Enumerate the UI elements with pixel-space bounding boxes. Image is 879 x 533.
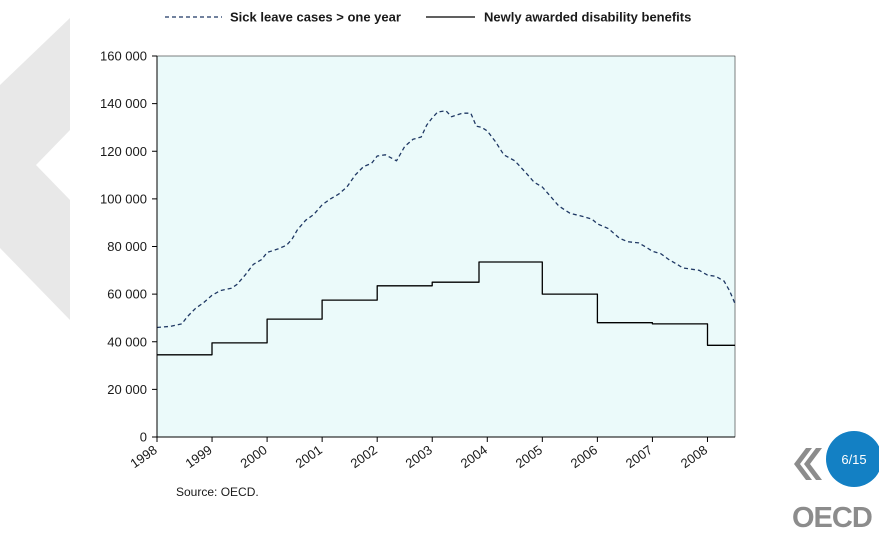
x-tick-label: 2005	[513, 442, 545, 471]
x-tick-label: 2004	[458, 442, 490, 471]
y-tick-label: 40 000	[107, 334, 147, 349]
y-tick-label: 60 000	[107, 287, 147, 302]
x-tick-label: 1998	[127, 442, 159, 471]
legend-label-2: Newly awarded disability benefits	[484, 10, 691, 25]
series-line-2	[157, 261, 735, 356]
x-tick-label: 2001	[293, 442, 325, 471]
y-tick-label: 100 000	[100, 191, 147, 206]
page-indicator-badge: 6/15	[826, 431, 879, 487]
x-tick-label: 2007	[623, 442, 655, 471]
oecd-logo-icon: OECD	[792, 448, 873, 530]
oecd-logo-text: OECD	[792, 502, 872, 530]
source-note: Source: OECD.	[176, 485, 259, 499]
y-tick-label: 140 000	[100, 96, 147, 111]
x-tick-label: 2003	[403, 442, 435, 471]
series-line-1	[156, 110, 736, 329]
x-tick-label: 2006	[568, 442, 600, 471]
x-tick-label: 2002	[348, 442, 380, 471]
x-tick-label: 2008	[678, 442, 710, 471]
y-tick-label: 0	[140, 430, 147, 445]
legend: Sick leave cases > one year Newly awarded…	[165, 10, 691, 25]
decorative-chevron-shape	[0, 18, 70, 320]
series-layer	[156, 110, 736, 356]
plot-area	[156, 55, 736, 438]
y-tick-label: 80 000	[107, 239, 147, 254]
legend-label-1: Sick leave cases > one year	[230, 10, 401, 25]
y-tick-label: 120 000	[100, 144, 147, 159]
x-tick-label: 2000	[238, 442, 270, 471]
y-tick-label: 20 000	[107, 382, 147, 397]
x-tick-label: 1999	[182, 442, 214, 471]
y-tick-label: 160 000	[100, 49, 147, 64]
